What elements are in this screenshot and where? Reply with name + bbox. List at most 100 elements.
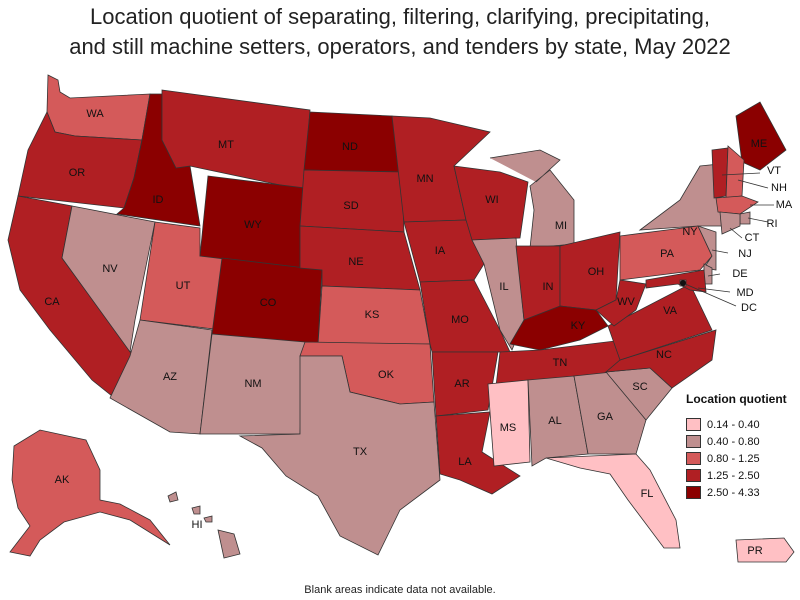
label-RI: RI	[767, 218, 778, 230]
label-SD: SD	[343, 200, 358, 212]
state-AR[interactable]	[431, 351, 499, 417]
label-MO: MO	[451, 314, 469, 326]
label-WI: WI	[485, 194, 498, 206]
state-CT[interactable]	[719, 211, 741, 235]
label-MD: MD	[736, 287, 753, 299]
label-PR: PR	[747, 545, 762, 557]
state-AL[interactable]	[527, 375, 589, 467]
state-FL[interactable]	[545, 453, 681, 549]
leader-ri	[747, 217, 769, 223]
legend-label: 1.25 - 2.50	[707, 469, 760, 482]
state-NC[interactable]	[604, 329, 717, 389]
label-OK: OK	[378, 369, 395, 381]
label-CT: CT	[745, 232, 760, 244]
label-MS: MS	[500, 422, 517, 434]
leader-ct	[729, 227, 743, 239]
state-VA[interactable]	[607, 283, 713, 361]
leader-md	[697, 287, 731, 293]
state-LA[interactable]	[435, 411, 521, 495]
label-OH: OH	[588, 266, 605, 278]
legend-label: 2.50 - 4.33	[707, 486, 760, 499]
label-PA: PA	[660, 248, 675, 260]
leader-de	[707, 273, 721, 277]
label-MI: MI	[555, 220, 567, 232]
legend-item: 0.14 - 0.40	[686, 416, 798, 433]
label-NE: NE	[348, 256, 363, 268]
label-LA: LA	[458, 456, 472, 468]
label-NJ: NJ	[738, 248, 751, 260]
state-AK[interactable]	[9, 429, 171, 557]
legend-label: 0.80 - 1.25	[707, 452, 760, 465]
legend-label: 0.40 - 0.80	[707, 435, 760, 448]
label-NC: NC	[656, 349, 672, 361]
label-NV: NV	[102, 263, 118, 275]
label-DE: DE	[732, 268, 747, 280]
label-IN: IN	[543, 281, 554, 293]
label-NM: NM	[244, 378, 261, 390]
legend-swatch	[686, 435, 701, 448]
label-VA: VA	[663, 305, 678, 317]
state-PR[interactable]	[735, 537, 795, 563]
state-HI[interactable]	[167, 491, 241, 559]
legend-item: 1.25 - 2.50	[686, 467, 798, 484]
label-AK: AK	[55, 474, 70, 486]
legend-item: 0.80 - 1.25	[686, 450, 798, 467]
state-NY[interactable]	[638, 163, 723, 231]
state-WI[interactable]	[453, 165, 529, 241]
state-VT[interactable]	[711, 147, 729, 199]
label-FL: FL	[641, 488, 654, 500]
label-AL: AL	[548, 415, 561, 427]
label-AR: AR	[454, 378, 469, 390]
label-ID: ID	[153, 194, 164, 206]
label-VT: VT	[767, 165, 781, 177]
legend-swatch	[686, 469, 701, 482]
label-KS: KS	[365, 309, 380, 321]
state-IA[interactable]	[403, 219, 485, 283]
label-MN: MN	[416, 173, 433, 185]
label-WV: WV	[617, 296, 635, 308]
state-IL[interactable]	[471, 237, 525, 351]
legend-swatch	[686, 486, 701, 499]
legend-swatch	[686, 418, 701, 431]
label-HI: HI	[192, 519, 203, 531]
dc-marker	[680, 280, 686, 286]
state-NV[interactable]	[61, 205, 156, 354]
legend-label: 0.14 - 0.40	[707, 418, 760, 431]
label-WY: WY	[244, 219, 262, 231]
leader-vt	[721, 172, 761, 176]
label-OR: OR	[69, 167, 86, 179]
label-CO: CO	[260, 297, 277, 309]
state-KY[interactable]	[509, 305, 609, 351]
label-NY: NY	[682, 226, 698, 238]
state-PA[interactable]	[619, 225, 713, 281]
state-TX[interactable]	[238, 355, 441, 556]
label-AZ: AZ	[163, 371, 177, 383]
label-MT: MT	[218, 139, 234, 151]
title-line-2: and still machine setters, operators, an…	[69, 34, 731, 59]
state-AZ[interactable]	[109, 319, 213, 435]
label-SC: SC	[632, 381, 647, 393]
leader-dc	[682, 282, 737, 307]
label-TN: TN	[553, 357, 568, 369]
state-ME[interactable]	[735, 101, 787, 171]
label-CA: CA	[44, 296, 60, 308]
state-MA[interactable]	[715, 195, 759, 215]
label-TX: TX	[353, 446, 368, 458]
label-KY: KY	[571, 320, 586, 332]
label-ME: ME	[751, 138, 768, 150]
label-DC: DC	[741, 302, 757, 314]
footnote: Blank areas indicate data not available.	[304, 584, 496, 596]
leader-nh	[737, 179, 769, 189]
legend-swatch	[686, 452, 701, 465]
label-IL: IL	[499, 281, 508, 293]
legend-item: 0.40 - 0.80	[686, 433, 798, 450]
label-IA: IA	[435, 245, 446, 257]
state-MS[interactable]	[487, 379, 531, 467]
label-MA: MA	[776, 199, 793, 211]
state-GA[interactable]	[573, 371, 647, 455]
state-MT[interactable]	[161, 89, 311, 191]
title-line-1: Location quotient of separating, filteri…	[89, 4, 711, 29]
legend-title: Location quotient	[686, 392, 787, 406]
leader-nj	[711, 249, 729, 254]
